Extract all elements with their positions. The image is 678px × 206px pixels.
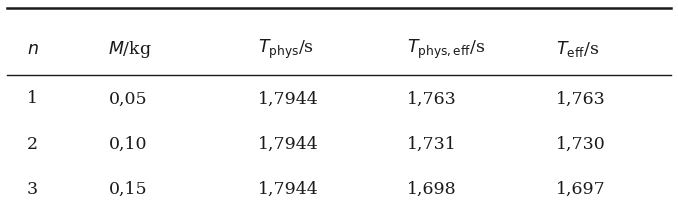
- Text: 1,730: 1,730: [556, 136, 605, 153]
- Text: 0,15: 0,15: [108, 181, 147, 198]
- Text: 1,697: 1,697: [556, 181, 605, 198]
- Text: $\mathit{n}$: $\mathit{n}$: [27, 41, 39, 58]
- Text: 1,698: 1,698: [407, 181, 456, 198]
- Text: 1,7944: 1,7944: [258, 136, 319, 153]
- Text: $T_{\rm eff}$/s: $T_{\rm eff}$/s: [556, 39, 599, 60]
- Text: $\mathit{M}$/kg: $\mathit{M}$/kg: [108, 39, 153, 60]
- Text: 1,763: 1,763: [407, 90, 456, 107]
- Text: 1,7944: 1,7944: [258, 90, 319, 107]
- Text: 0,10: 0,10: [108, 136, 147, 153]
- Text: 1,731: 1,731: [407, 136, 456, 153]
- Text: $T_{\rm phys}$/s: $T_{\rm phys}$/s: [258, 38, 314, 61]
- Text: 1,763: 1,763: [556, 90, 605, 107]
- Text: 3: 3: [27, 181, 38, 198]
- Text: $T_{\rm phys,eff}$/s: $T_{\rm phys,eff}$/s: [407, 38, 485, 61]
- Text: 0,05: 0,05: [108, 90, 147, 107]
- Text: 1: 1: [27, 90, 38, 107]
- Text: 1,7944: 1,7944: [258, 181, 319, 198]
- Text: 2: 2: [27, 136, 38, 153]
